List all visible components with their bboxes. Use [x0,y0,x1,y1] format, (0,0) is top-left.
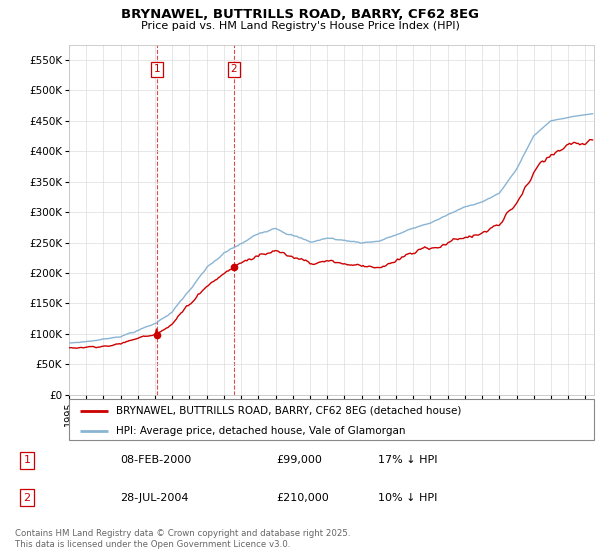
Text: £210,000: £210,000 [276,493,329,503]
Text: BRYNAWEL, BUTTRILLS ROAD, BARRY, CF62 8EG: BRYNAWEL, BUTTRILLS ROAD, BARRY, CF62 8E… [121,8,479,21]
Text: 10% ↓ HPI: 10% ↓ HPI [378,493,437,503]
Text: 08-FEB-2000: 08-FEB-2000 [120,455,191,465]
Text: Contains HM Land Registry data © Crown copyright and database right 2025.
This d: Contains HM Land Registry data © Crown c… [15,529,350,549]
Text: £99,000: £99,000 [276,455,322,465]
FancyBboxPatch shape [69,399,594,440]
Text: 17% ↓ HPI: 17% ↓ HPI [378,455,437,465]
Text: 1: 1 [154,64,160,74]
Text: 2: 2 [230,64,237,74]
Text: 1: 1 [23,455,31,465]
Text: BRYNAWEL, BUTTRILLS ROAD, BARRY, CF62 8EG (detached house): BRYNAWEL, BUTTRILLS ROAD, BARRY, CF62 8E… [116,405,461,416]
Text: 2: 2 [23,493,31,503]
Text: HPI: Average price, detached house, Vale of Glamorgan: HPI: Average price, detached house, Vale… [116,426,406,436]
Text: 28-JUL-2004: 28-JUL-2004 [120,493,188,503]
Text: Price paid vs. HM Land Registry's House Price Index (HPI): Price paid vs. HM Land Registry's House … [140,21,460,31]
